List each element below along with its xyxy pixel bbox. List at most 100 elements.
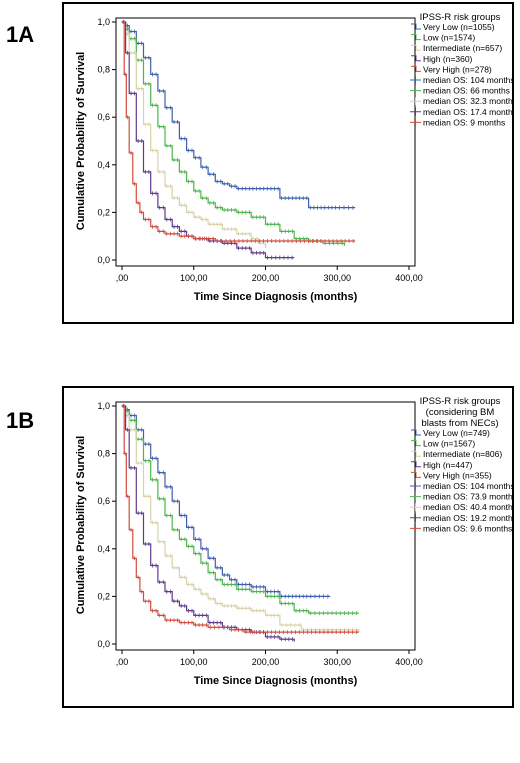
censor-mark — [132, 427, 137, 432]
censor-mark — [240, 587, 245, 592]
censor-mark — [193, 613, 198, 618]
censor-mark — [186, 544, 191, 549]
censor-mark — [284, 623, 289, 627]
censor-mark — [212, 625, 217, 630]
censor-mark — [317, 594, 322, 599]
legend-swatch — [410, 503, 421, 512]
censor-mark — [168, 513, 173, 518]
censor-mark — [179, 229, 184, 234]
censor-mark — [250, 186, 255, 191]
panel-label-1a: 1A — [6, 22, 35, 47]
censor-mark — [283, 229, 288, 234]
censor-mark — [175, 618, 180, 623]
censor-mark — [164, 231, 169, 236]
censor-mark — [218, 565, 223, 570]
censor-mark — [132, 418, 137, 423]
censor-mark — [272, 589, 277, 594]
censor-mark — [304, 196, 309, 201]
censor-mark — [146, 217, 151, 222]
censor-mark — [207, 200, 212, 205]
censor-mark — [161, 613, 166, 618]
y-tick-label: 0,8 — [97, 65, 110, 75]
panel-label-1b: 1B — [6, 408, 35, 433]
censor-mark — [150, 608, 155, 613]
censor-mark — [276, 613, 281, 618]
censor-mark — [309, 630, 314, 635]
censor-mark — [182, 234, 187, 239]
censor-mark — [290, 594, 295, 599]
censor-mark — [150, 72, 155, 77]
censor-mark — [337, 205, 342, 210]
censor-mark — [175, 527, 180, 532]
censor-mark — [279, 196, 284, 201]
censor-mark — [179, 513, 184, 518]
censor-mark — [157, 613, 162, 618]
censor-mark — [175, 499, 180, 504]
censor-mark — [247, 186, 252, 191]
censor-mark — [250, 589, 255, 594]
censor-mark — [350, 205, 355, 210]
censor-mark — [172, 224, 176, 229]
censor-mark — [132, 29, 137, 34]
censor-mark — [154, 608, 159, 613]
censor-mark — [225, 181, 230, 186]
y-axis-title: Cumulative Probability of Survival — [75, 436, 87, 615]
censor-mark — [200, 592, 205, 596]
censor-mark — [269, 255, 274, 260]
censor-mark — [272, 186, 277, 191]
censor-mark — [190, 620, 194, 625]
censor-mark — [243, 582, 248, 587]
censor-mark — [150, 191, 155, 196]
legend-swatch — [410, 482, 421, 490]
censor-mark — [186, 210, 191, 215]
censor-mark — [240, 627, 245, 632]
censor-mark — [222, 181, 227, 186]
censor-mark — [146, 542, 151, 546]
censor-mark — [322, 205, 327, 210]
censor-mark — [182, 575, 187, 580]
censor-mark — [186, 148, 191, 153]
censor-mark — [157, 205, 162, 210]
censor-mark — [193, 215, 198, 220]
legend-swatch — [411, 23, 421, 30]
y-tick-label: 0,6 — [97, 496, 110, 506]
censor-mark — [281, 239, 286, 243]
censor-mark — [154, 520, 159, 525]
censor-mark — [313, 594, 317, 599]
censor-mark — [333, 205, 338, 210]
censor-mark — [335, 239, 339, 243]
censor-mark — [254, 608, 259, 613]
censor-mark — [150, 224, 155, 229]
censor-mark — [139, 210, 144, 215]
censor-mark — [211, 596, 216, 601]
censor-mark — [273, 255, 278, 260]
censor-mark — [233, 582, 237, 587]
censor-mark — [179, 136, 184, 141]
censor-mark — [139, 427, 144, 432]
censor-mark — [186, 620, 191, 625]
censor-mark — [161, 229, 166, 234]
censor-mark — [261, 239, 266, 243]
censor-mark — [229, 603, 234, 608]
censor-mark — [268, 613, 273, 618]
censor-mark — [258, 186, 263, 191]
x-tick-label: ,00 — [116, 657, 129, 667]
censor-mark — [236, 606, 241, 611]
censor-mark — [261, 589, 266, 594]
censor-mark — [336, 241, 340, 246]
censor-mark — [168, 553, 173, 558]
censor-mark — [257, 630, 261, 635]
censor-mark — [346, 630, 351, 635]
censor-mark — [350, 630, 355, 635]
censor-mark — [168, 618, 173, 623]
censor-mark — [161, 496, 166, 501]
censor-mark — [261, 630, 266, 635]
censor-mark — [197, 623, 202, 627]
censor-mark — [146, 81, 151, 86]
censor-mark — [248, 630, 253, 635]
censor-mark — [186, 525, 191, 530]
censor-mark — [161, 205, 166, 210]
censor-mark — [179, 234, 184, 239]
censor-mark — [243, 606, 248, 611]
censor-mark — [272, 594, 277, 599]
